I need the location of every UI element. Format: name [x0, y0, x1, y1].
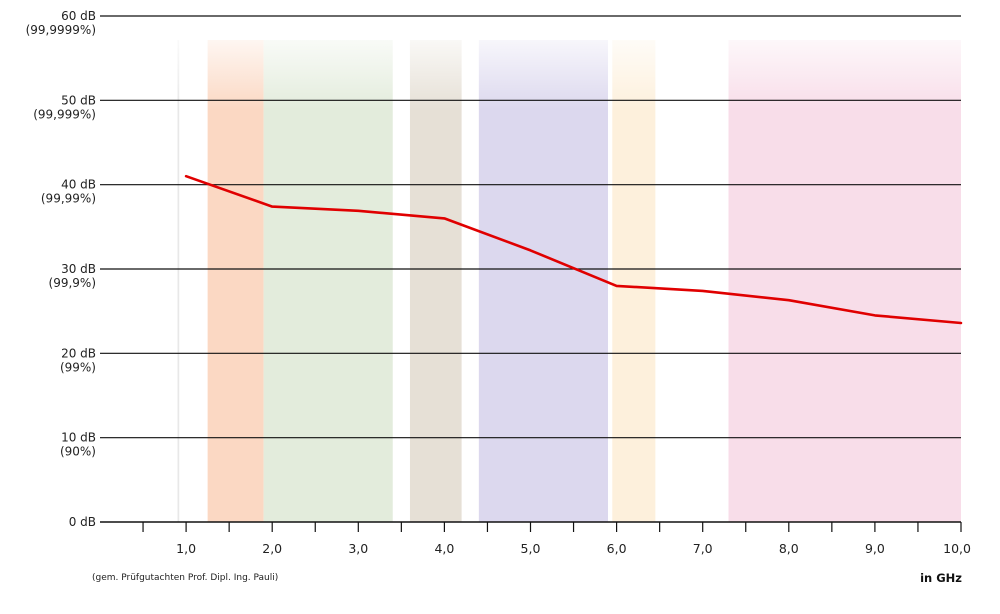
- y-tick-label: 20 dB: [61, 346, 96, 360]
- x-axis: [100, 521, 962, 532]
- y-tick-label: 60 dB: [61, 9, 96, 23]
- y-tick-sublabel: (99%): [60, 360, 96, 374]
- x-tick-label: 2,0: [262, 541, 282, 556]
- y-tick-label: 10 dB: [61, 431, 96, 445]
- y-tick-label: 30 dB: [61, 262, 96, 276]
- frequency-band-6: [612, 40, 656, 522]
- y-tick-sublabel: (99,9999%): [26, 23, 96, 37]
- y-tick-sublabel: (99,9%): [49, 276, 96, 290]
- frequency-band-1: [177, 40, 180, 522]
- band-fade-overlay: [100, 20, 961, 110]
- x-tick-label: 8,0: [779, 541, 799, 556]
- frequency-band-3: [263, 40, 393, 522]
- y-tick-labels: 0 dB 10 dB(90%) 20 dB(99%) 30 dB(99,9%) 40 d…: [26, 9, 96, 529]
- y-tick-sublabel: (99,999%): [33, 107, 96, 121]
- y-tick-label: 40 dB: [61, 178, 96, 192]
- y-tick-sublabel: (99,99%): [41, 192, 96, 206]
- y-tick-label: 0 dB: [69, 515, 96, 529]
- x-tick-label: 5,0: [521, 541, 541, 556]
- x-tick-label: 9,0: [865, 541, 885, 556]
- frequency-bands: [177, 40, 961, 522]
- x-tick-label: 3,0: [348, 541, 368, 556]
- gridlines: [100, 15, 961, 439]
- x-tick-label: 4,0: [434, 541, 454, 556]
- x-tick-labels: 1,0 2,0 3,0 4,0 5,0 6,0 7,0 8,0 9,0 10,0: [176, 541, 971, 556]
- series-line-1: [184, 174, 963, 325]
- x-tick-label: 10,0: [943, 541, 971, 556]
- x-tick-label: 1,0: [176, 541, 196, 556]
- y-tick-label: 50 dB: [61, 93, 96, 107]
- frequency-band-7: [728, 40, 961, 522]
- y-tick-sublabel: (90%): [60, 445, 96, 459]
- x-axis-unit-label: in GHz: [920, 571, 962, 585]
- x-tick-label: 6,0: [607, 541, 627, 556]
- series-lines: [184, 174, 963, 325]
- frequency-band-4: [409, 40, 462, 522]
- frequency-band-5: [478, 40, 608, 522]
- x-tick-label: 7,0: [693, 541, 713, 556]
- source-footnote: (gem. Prüfgutachten Prof. Dipl. Ing. Pau…: [92, 573, 279, 583]
- frequency-band-2: [207, 40, 264, 522]
